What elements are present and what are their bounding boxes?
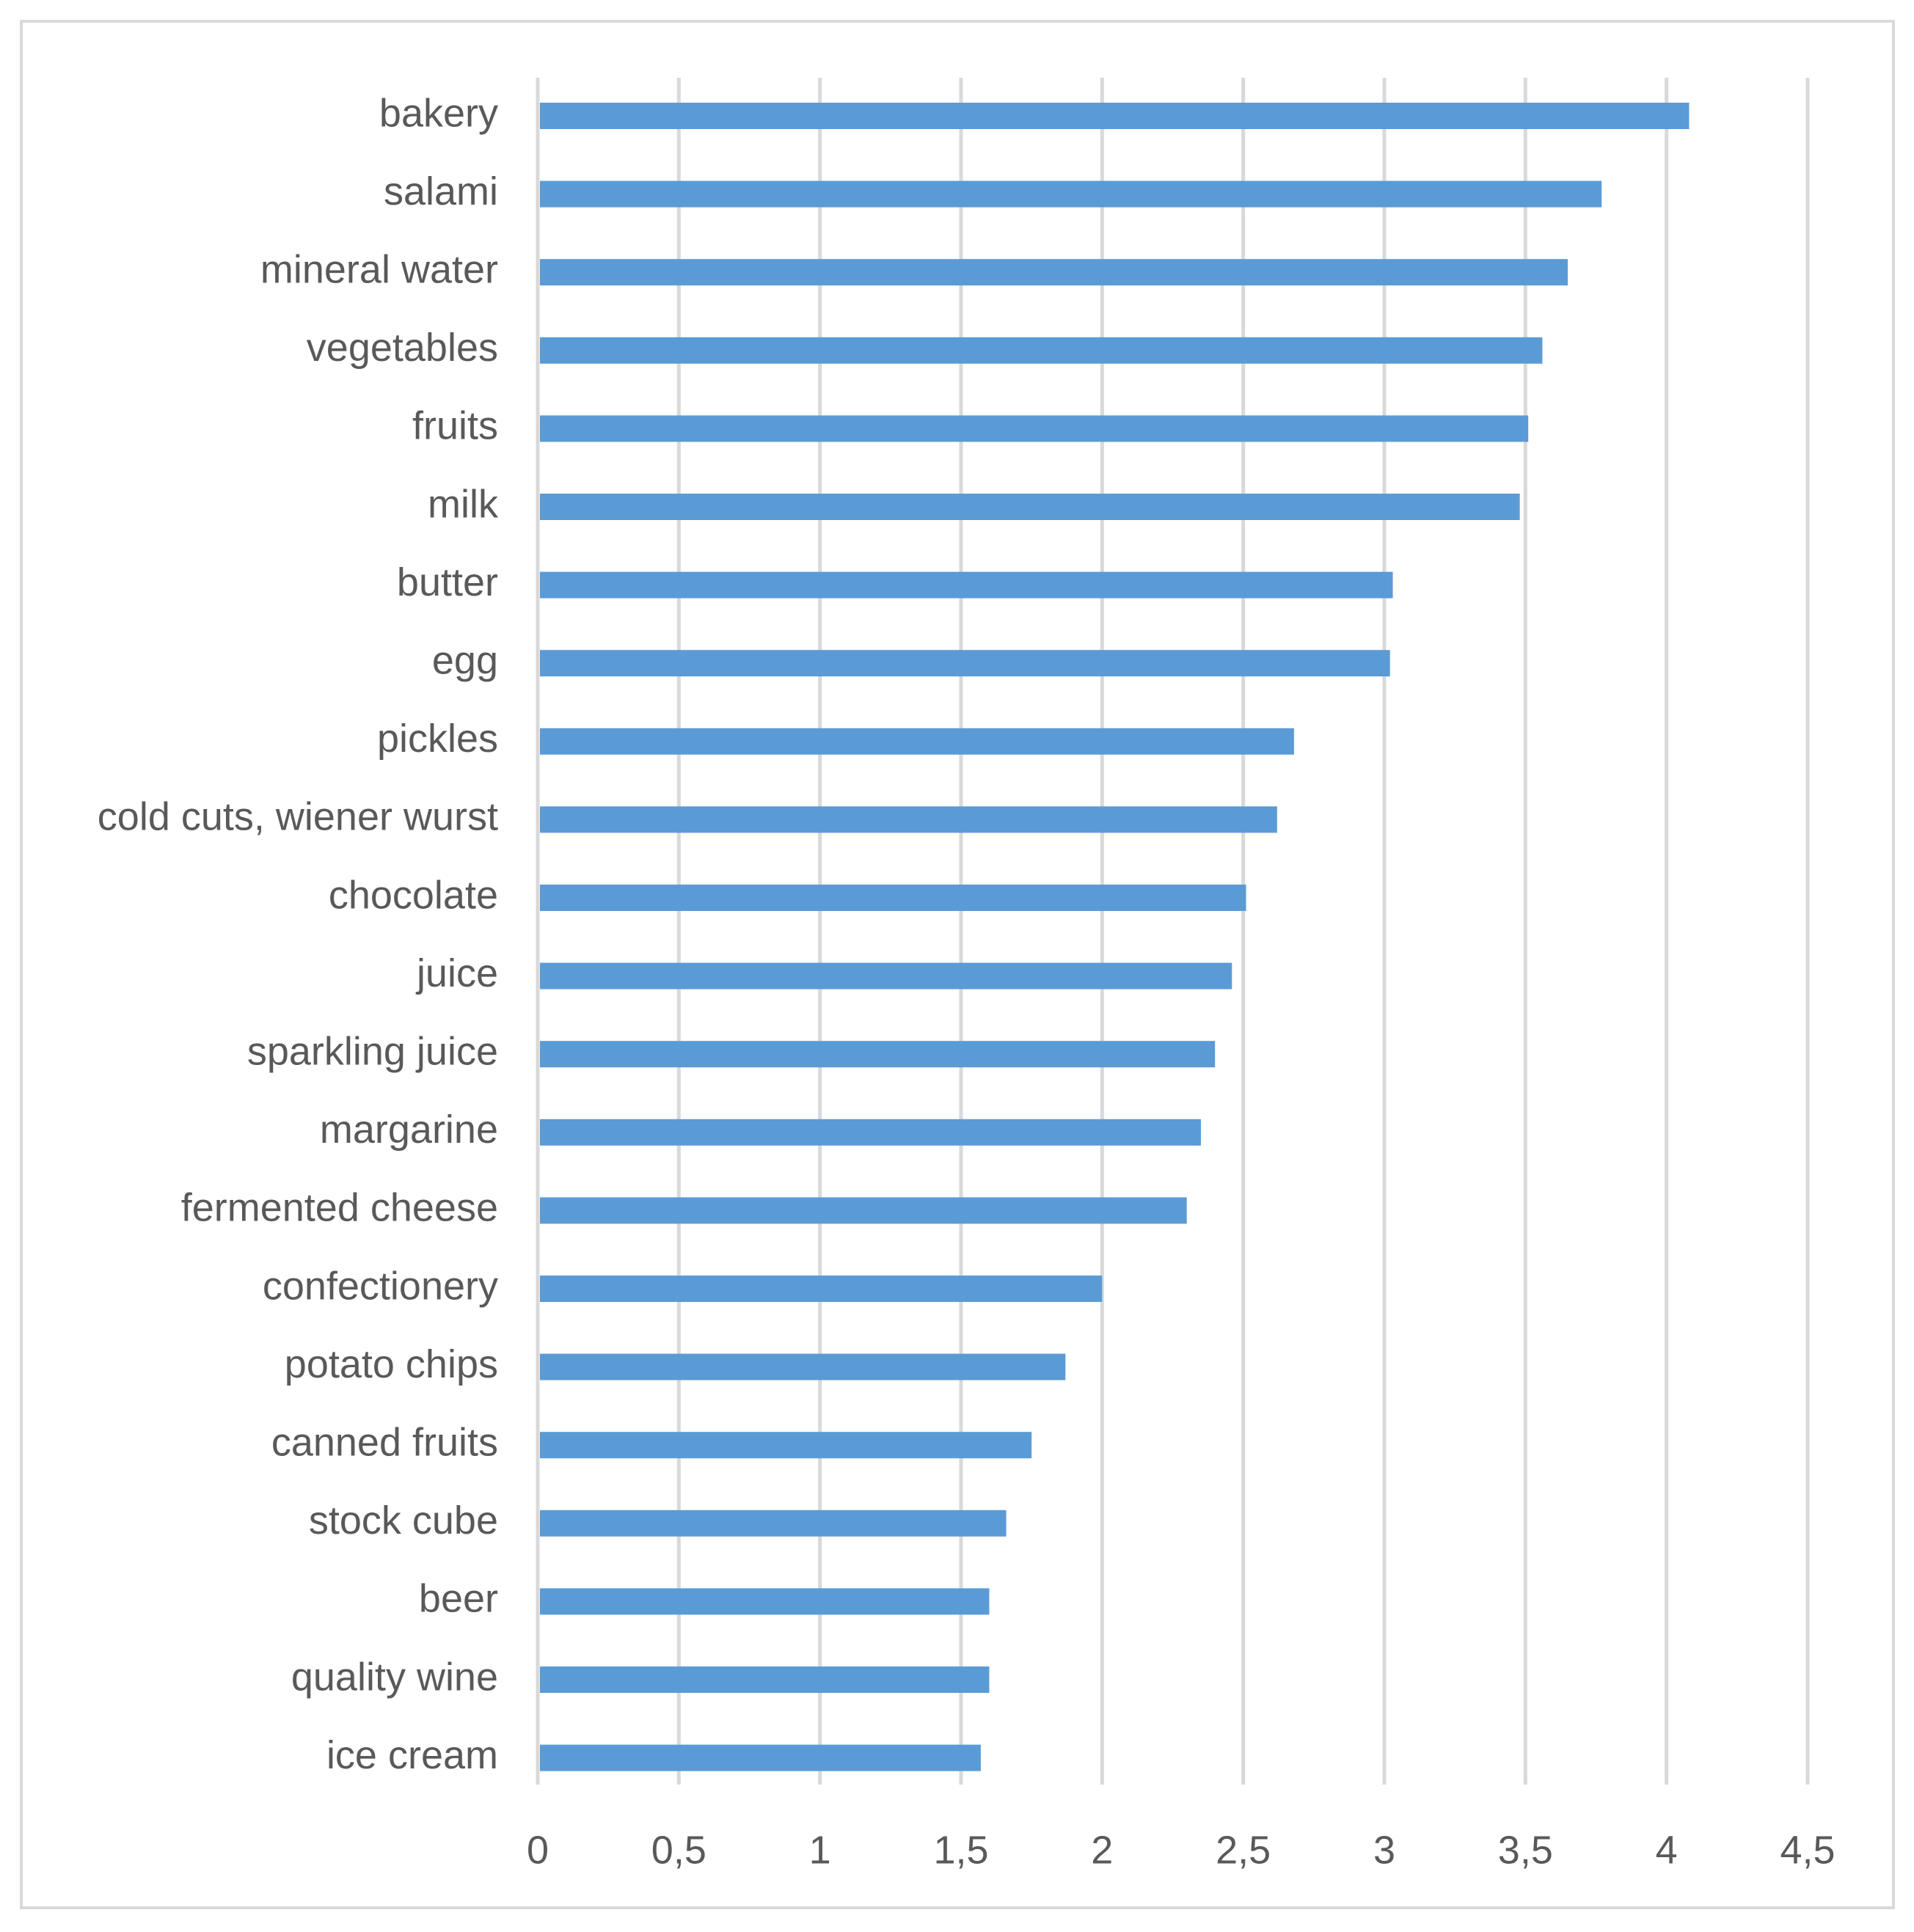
category-label: bakery — [379, 91, 498, 135]
category-label: ice cream — [326, 1733, 498, 1777]
category-label: fermented cheese — [181, 1186, 498, 1230]
bar — [540, 1353, 1066, 1380]
category-label: mineral water — [260, 247, 498, 291]
bar — [540, 259, 1568, 286]
bar — [540, 1041, 1216, 1068]
bar-chart: bakery salami mineral water vegetables fruit… — [98, 78, 1836, 1872]
category-label: fruits — [412, 404, 498, 448]
category-label: milk — [428, 482, 499, 526]
category-label: quality wine — [291, 1655, 498, 1699]
bar — [540, 1510, 1007, 1537]
category-label: egg — [432, 638, 498, 682]
bar — [540, 1588, 990, 1615]
x-tick-label: 3 — [1373, 1828, 1395, 1872]
bars — [540, 103, 1690, 1771]
x-tick-label: 4 — [1656, 1828, 1678, 1872]
bar — [540, 571, 1393, 599]
x-tick-label: 2,5 — [1216, 1828, 1271, 1872]
category-label: canned fruits — [271, 1420, 498, 1464]
category-label: sparkling juice — [247, 1029, 498, 1073]
bar — [540, 1197, 1187, 1224]
category-label: cold cuts, wiener wurst — [98, 795, 498, 839]
x-tick-label: 2 — [1091, 1828, 1113, 1872]
bar — [540, 337, 1543, 364]
category-label: vegetables — [307, 326, 498, 370]
category-labels: bakery salami mineral water vegetables fruit… — [98, 91, 499, 1777]
bar — [540, 1432, 1032, 1459]
chart-frame: bakery salami mineral water vegetables fruit… — [20, 20, 1895, 1909]
category-label: stock cube — [309, 1499, 498, 1543]
category-label: salami — [384, 169, 498, 213]
category-label: confectionery — [263, 1264, 498, 1308]
x-tick-label: 1,5 — [933, 1828, 988, 1872]
bar — [540, 885, 1246, 911]
bar — [540, 1744, 981, 1771]
bar — [540, 962, 1232, 989]
x-tick-label: 0,5 — [651, 1828, 706, 1872]
x-axis-tick-labels: 0 0,5 1 1,5 2 2,5 3 3,5 4 4,5 — [527, 1828, 1836, 1872]
category-label: margarine — [320, 1108, 498, 1152]
category-label: chocolate — [329, 873, 498, 917]
category-label: butter — [397, 560, 498, 604]
bar — [540, 1666, 990, 1693]
bar — [540, 728, 1294, 755]
bar — [540, 180, 1602, 208]
category-label: pickles — [377, 717, 498, 761]
x-tick-label: 3,5 — [1498, 1828, 1553, 1872]
x-tick-label: 4,5 — [1780, 1828, 1835, 1872]
x-tick-label: 1 — [809, 1828, 831, 1872]
bar — [540, 1119, 1201, 1146]
category-label: juice — [415, 951, 498, 995]
category-label: beer — [419, 1577, 498, 1621]
bar — [540, 415, 1529, 442]
x-tick-label: 0 — [527, 1828, 549, 1872]
bar — [540, 1276, 1103, 1302]
bar — [540, 494, 1520, 520]
bar — [540, 806, 1277, 833]
category-label: potato chips — [285, 1342, 498, 1386]
bar — [540, 650, 1390, 677]
bar — [540, 103, 1690, 129]
